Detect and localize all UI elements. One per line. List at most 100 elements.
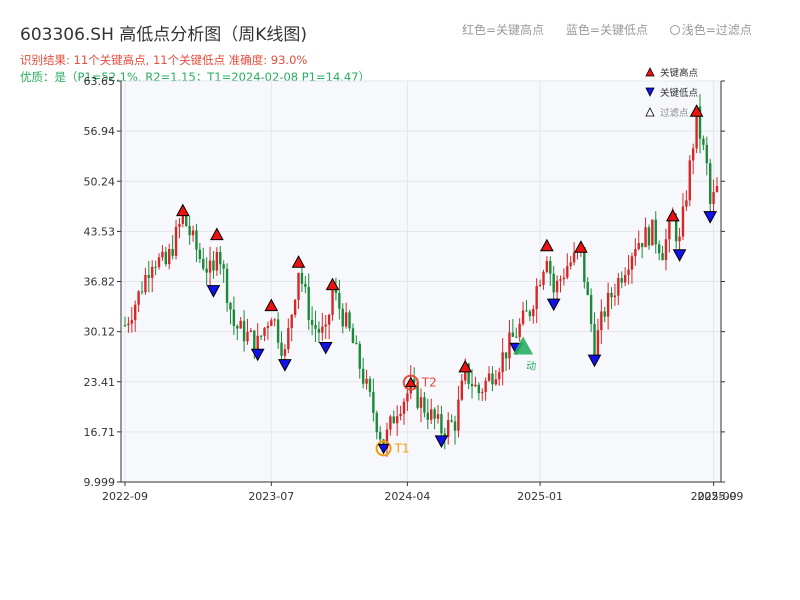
candle-body [372,391,375,413]
t1-label: T1 [394,441,410,455]
key-high-marker [689,104,704,117]
x-tick-label: 2024-04 [384,490,430,503]
candle-body [620,278,623,283]
candle-body [157,257,161,268]
candle-body [654,219,657,245]
circle-icon [669,25,680,35]
candle-body [691,148,695,161]
candle-body [423,397,426,413]
key-low-marker [587,354,602,368]
candle-body [566,266,569,278]
candle-body [304,283,307,287]
candle-body [555,280,559,293]
candle-body [392,416,395,424]
candle-body [161,251,164,258]
candle-body [447,420,450,437]
y-tick-label: 56.94 [84,125,116,138]
candle-body [603,311,606,317]
candle-body [705,144,708,164]
t1-circle [375,440,392,457]
x-tick-label: 2025-09 [691,490,737,503]
legend-high-icon [645,67,655,77]
candle-body [596,330,600,360]
y-tick-label: 43.53 [84,225,116,238]
key-high-marker [458,359,473,373]
candle-body [412,379,416,383]
candle-body [430,409,433,420]
launch-marker [513,336,534,355]
candle-body [491,373,494,385]
chart-title: 603306.SH 高低点分析图（周K线图) [20,25,308,45]
candle-body [174,226,178,256]
candle-body [123,325,127,327]
candle-body [273,319,276,321]
candle-body [698,106,702,139]
candle-body [327,314,331,325]
candle-body [695,106,698,149]
key-high-marker [175,203,190,217]
candle-body [253,330,256,352]
candle-body [600,311,603,331]
candle-body [634,249,637,257]
t2-circle [402,374,419,391]
candle-body [246,331,249,342]
candle-body [178,223,181,227]
candle-body [617,278,620,296]
candle-body [208,260,212,273]
candle-body [525,310,528,312]
candle-body [249,330,253,332]
candle-body [552,273,555,293]
legend-low-text: 蓝色=关键低点 [565,23,648,37]
candle-body [348,312,351,329]
candle-body [651,219,654,246]
candle-body [538,284,542,286]
key-low-marker [206,285,221,298]
y-tick-label: 16.71 [84,426,116,439]
candle-body [532,309,535,317]
candle-body [453,421,457,431]
candle-body [259,335,263,337]
candle-body [613,295,617,298]
candle-body [365,378,368,384]
candle-body [504,352,508,359]
key-low-marker [278,359,292,372]
candle-body [572,252,576,263]
candle-body [389,416,392,430]
t2-high-marker [404,376,417,388]
candle-body [416,382,419,408]
candle-body [334,289,338,294]
candle-body [678,236,681,242]
candle-body [647,227,651,246]
y-tick-label: 50.24 [84,175,116,188]
candle-body [426,412,430,420]
candle-body [147,275,151,278]
legend-filtered-icon [645,107,655,117]
candle-body [144,275,147,293]
candle-body [593,323,596,360]
t2-label: T2 [421,376,437,390]
candle-body [610,292,613,298]
key-high-marker [574,240,588,253]
candle-body [630,256,634,270]
y-tick-label: 30.12 [84,326,116,339]
candle-body [375,412,378,433]
candle-body [712,191,715,204]
candle-body [508,332,511,359]
candle-body [378,432,382,440]
candle-body [168,248,171,265]
key-low-marker [250,348,265,362]
color-legend: 红色=关键高点 蓝色=关键低点 浅色=过滤点 [462,21,770,38]
candle-body [215,251,219,271]
candle-body [583,247,586,282]
candle-body [331,289,334,315]
candle-body [494,379,498,385]
candle-body [406,393,409,402]
candle-body [661,253,664,261]
candle-body [501,352,504,373]
candle-body [627,269,630,276]
candle-body [511,332,515,337]
candle-body [484,380,487,392]
candle-body [164,251,168,265]
x-tick-label: 2022-09 [102,490,148,503]
